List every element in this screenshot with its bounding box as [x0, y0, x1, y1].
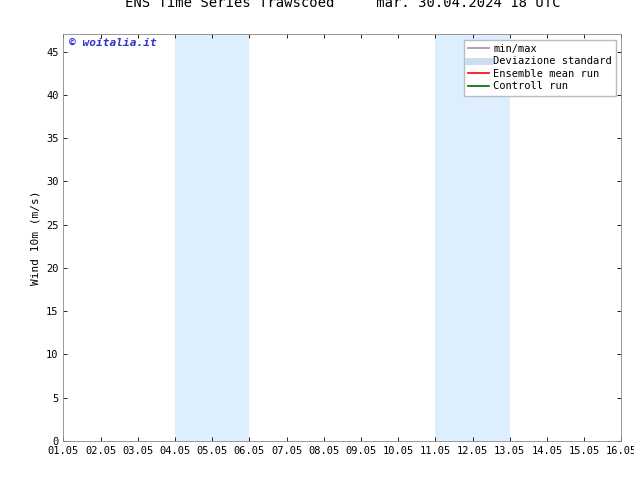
Text: © woitalia.it: © woitalia.it — [69, 38, 157, 49]
Legend: min/max, Deviazione standard, Ensemble mean run, Controll run: min/max, Deviazione standard, Ensemble m… — [464, 40, 616, 96]
Bar — [436, 34, 510, 441]
Text: ENS Time Series Trawscoed     mar. 30.04.2024 18 UTC: ENS Time Series Trawscoed mar. 30.04.202… — [125, 0, 560, 10]
Bar — [175, 34, 249, 441]
Y-axis label: Wind 10m (m/s): Wind 10m (m/s) — [30, 191, 41, 285]
